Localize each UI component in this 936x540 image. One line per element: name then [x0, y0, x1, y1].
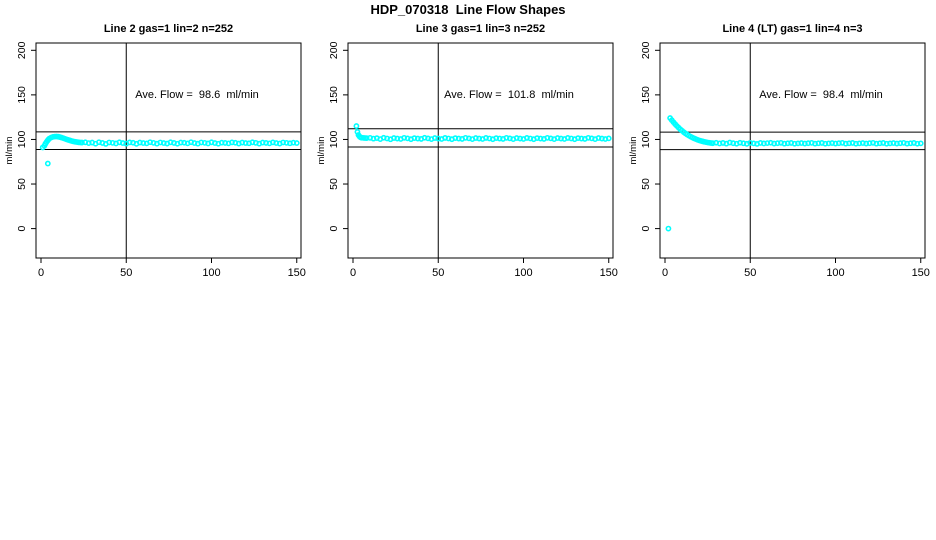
x-tick-label: 100 [514, 267, 532, 279]
y-tick-label: 0 [16, 226, 28, 232]
data-point [293, 140, 300, 146]
y-tick-label: 200 [328, 41, 340, 59]
x-tick-label: 100 [202, 267, 220, 279]
y-tick-label: 50 [640, 178, 652, 190]
plot-panel: 0 50 100 150 0 50 100 150 200 ml/min [628, 41, 930, 279]
x-tick-label: 100 [826, 267, 844, 279]
y-tick-label: 150 [328, 86, 340, 104]
plot-panel: 0 50 100 150 0 50 100 150 200 ml/min [316, 41, 618, 279]
x-tick-label: 150 [912, 267, 930, 279]
plot1-avg-flow-annotation: Ave. Flow = 98.6 ml/min [135, 89, 259, 101]
y-tick-label: 0 [640, 226, 652, 232]
y-axis-label: ml/min [316, 137, 327, 165]
data-point [605, 135, 612, 142]
plot-panel: 0 50 100 150 0 50 100 150 200 ml/min [4, 41, 306, 279]
plot-frame [347, 42, 614, 259]
x-tick-label: 50 [120, 267, 132, 279]
data-point [917, 140, 924, 147]
y-axis-label: ml/min [4, 137, 15, 165]
y-tick-label: 150 [640, 86, 652, 104]
y-tick-label: 50 [16, 178, 28, 190]
plot2-title: Line 3 gas=1 lin=3 n=252 [415, 23, 546, 35]
x-tick-label: 150 [288, 267, 306, 279]
data-point [353, 123, 360, 129]
main-title: HDP_070318 Line Flow Shapes [370, 2, 566, 17]
plot-frame [659, 42, 926, 259]
y-tick-label: 150 [16, 86, 28, 104]
y-tick-label: 0 [328, 226, 340, 232]
plot1-title: Line 2 gas=1 lin=2 n=252 [103, 23, 234, 35]
x-tick-label: 50 [744, 267, 756, 279]
plot2-avg-flow-annotation: Ave. Flow = 101.8 ml/min [444, 89, 574, 101]
plot-frame [35, 42, 302, 259]
y-tick-label: 100 [328, 131, 340, 149]
x-tick-label: 0 [662, 267, 668, 279]
data-point [44, 160, 51, 167]
y-tick-label: 200 [640, 41, 652, 59]
x-tick-label: 50 [432, 267, 444, 279]
x-tick-label: 150 [600, 267, 618, 279]
plots-canvas: 0 50 100 150 0 50 100 150 200 ml/min 0 50 100 150 0 50 1… [4, 41, 930, 279]
x-tick-label: 0 [38, 267, 44, 279]
y-tick-label: 100 [16, 131, 28, 149]
plot3-title: Line 4 (LT) gas=1 lin=4 n=3 [722, 23, 863, 35]
x-tick-label: 0 [350, 267, 356, 279]
y-tick-label: 50 [328, 178, 340, 190]
y-tick-label: 100 [640, 131, 652, 149]
y-axis-label: ml/min [628, 137, 639, 165]
plot3-avg-flow-annotation: Ave. Flow = 98.4 ml/min [759, 89, 883, 101]
data-point [665, 225, 672, 232]
y-tick-label: 200 [16, 41, 28, 59]
